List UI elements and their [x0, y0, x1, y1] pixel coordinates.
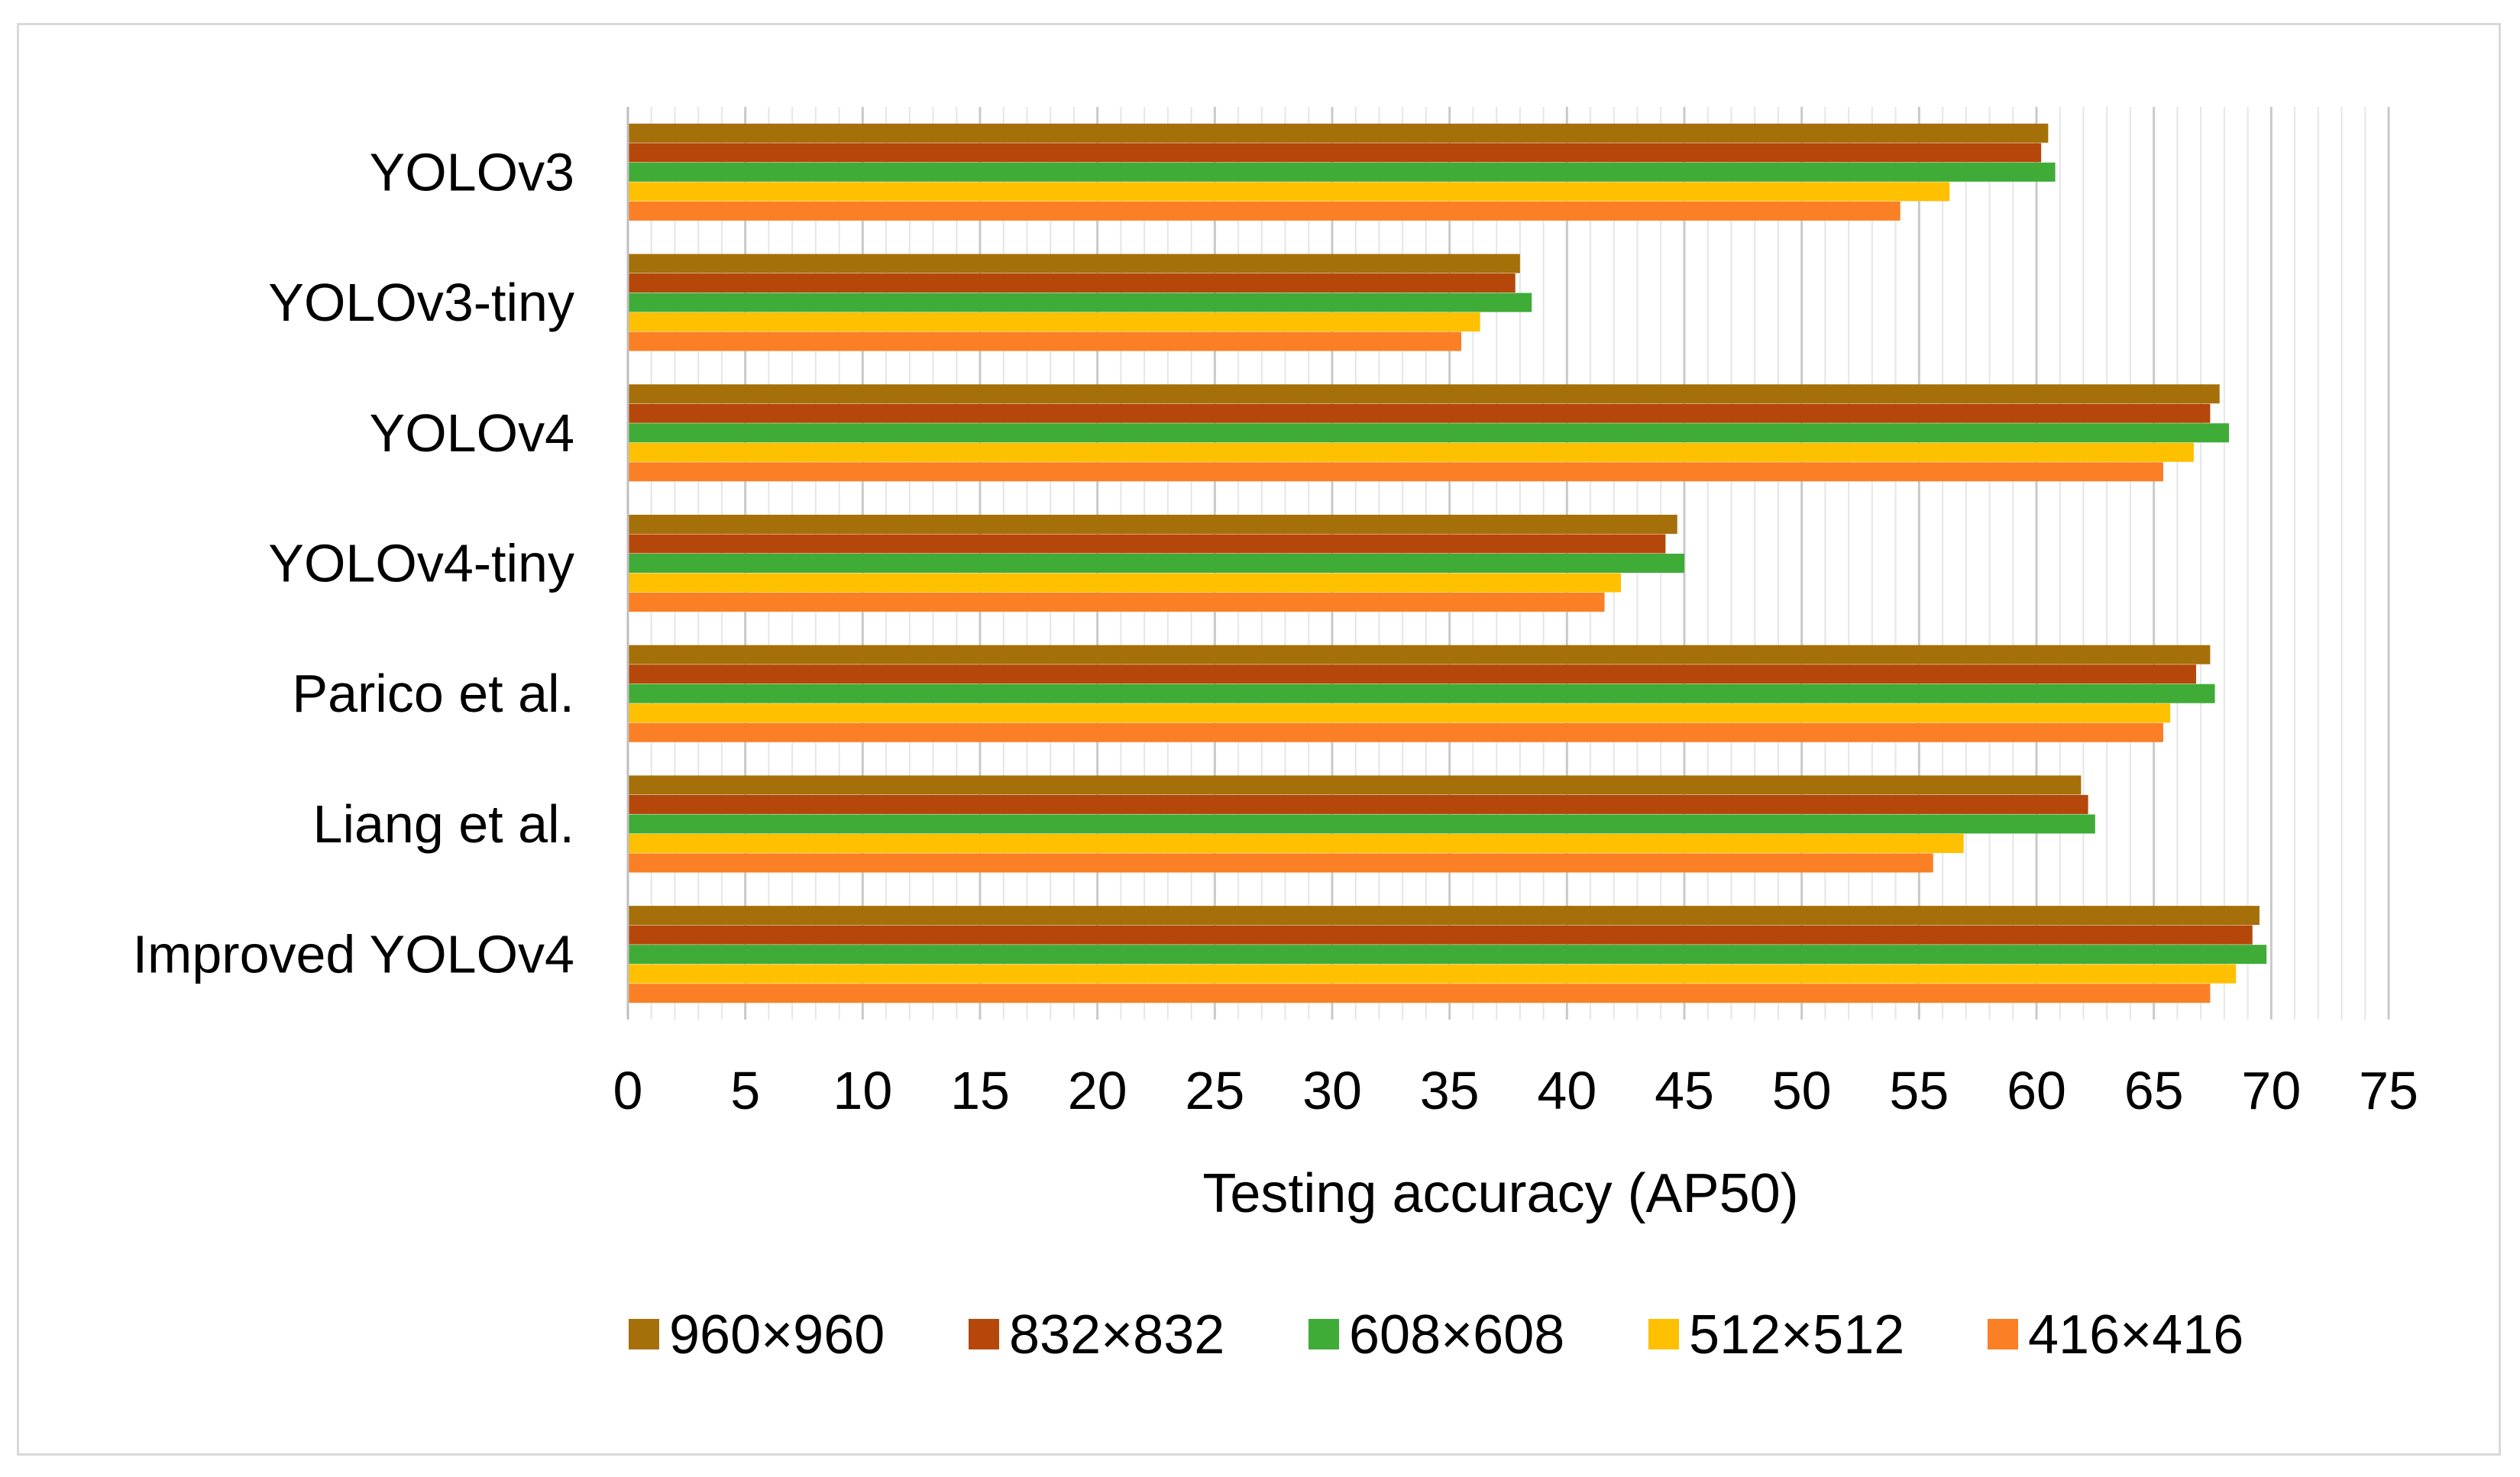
bar-608x608 [628, 292, 1532, 312]
bar-832x832 [628, 403, 2211, 423]
bar-960x960 [628, 906, 2260, 926]
legend-swatch [1648, 1319, 1679, 1349]
bar-608x608 [628, 814, 2095, 834]
bar-512x512 [628, 964, 2237, 984]
bar-608x608 [628, 162, 2056, 182]
x-tick-label: 0 [613, 1061, 643, 1120]
legend-swatch [1309, 1319, 1339, 1349]
x-tick-label: 65 [2124, 1061, 2184, 1120]
bar-512x512 [628, 312, 1480, 332]
bar-832x832 [628, 273, 1516, 293]
x-tick-label: 60 [2007, 1061, 2066, 1120]
bar-832x832 [628, 794, 2088, 814]
bar-416x416 [628, 853, 1933, 873]
legend-swatch [969, 1319, 999, 1349]
bar-960x960 [628, 123, 2049, 143]
x-tick-label: 55 [1889, 1061, 1949, 1120]
bar-832x832 [628, 664, 2196, 684]
bar-512x512 [628, 182, 1950, 202]
bar-608x608 [628, 945, 2267, 965]
x-tick-label: 25 [1185, 1061, 1244, 1120]
bar-960x960 [628, 645, 2211, 664]
bar-832x832 [628, 143, 2042, 163]
bar-832x832 [628, 925, 2253, 945]
x-axis-title: Testing accuracy (AP50) [1202, 1163, 1798, 1224]
x-tick-label: 35 [1420, 1061, 1480, 1120]
legend-label: 832×832 [1009, 1304, 1224, 1365]
legend-swatch [1988, 1319, 2018, 1349]
bar-608x608 [628, 684, 2215, 703]
x-tick-label: 15 [950, 1061, 1010, 1120]
bar-832x832 [628, 534, 1666, 554]
bar-512x512 [628, 442, 2194, 462]
bar-960x960 [628, 515, 1677, 534]
legend-label: 416×416 [2028, 1304, 2243, 1365]
legend-label: 608×608 [1349, 1304, 1564, 1365]
bar-960x960 [628, 254, 1520, 273]
category-label: YOLOv3-tiny [268, 273, 574, 332]
bar-512x512 [628, 833, 1964, 853]
bar-416x416 [628, 201, 1901, 221]
bar-608x608 [628, 423, 2230, 443]
category-label: YOLOv4 [370, 403, 574, 463]
x-tick-label: 10 [833, 1061, 892, 1120]
bar-608x608 [628, 554, 1684, 573]
bar-960x960 [628, 384, 2220, 404]
category-label: Parico et al. [292, 664, 574, 723]
category-label: YOLOv3 [370, 142, 574, 202]
legend-label: 512×512 [1689, 1304, 1904, 1365]
bar-416x416 [628, 984, 2211, 1004]
category-label: Improved YOLOv4 [133, 925, 574, 984]
x-tick-label: 50 [1772, 1061, 1832, 1120]
legend-label: 960×960 [669, 1304, 885, 1365]
category-label: YOLOv4-tiny [268, 534, 574, 593]
bar-960x960 [628, 775, 2082, 795]
bar-416x416 [628, 593, 1605, 612]
x-tick-label: 75 [2359, 1061, 2418, 1120]
x-tick-label: 5 [730, 1061, 760, 1120]
x-tick-label: 70 [2241, 1061, 2301, 1120]
category-label: Liang et al. [313, 794, 574, 854]
legend-swatch [629, 1319, 659, 1349]
x-tick-label: 45 [1655, 1061, 1714, 1120]
bar-416x416 [628, 462, 2163, 482]
x-tick-label: 30 [1302, 1061, 1362, 1120]
bar-512x512 [628, 573, 1622, 593]
x-tick-label: 40 [1537, 1061, 1596, 1120]
x-tick-label: 20 [1068, 1061, 1127, 1120]
bar-512x512 [628, 703, 2171, 723]
bar-416x416 [628, 331, 1462, 351]
bar-416x416 [628, 722, 2163, 742]
